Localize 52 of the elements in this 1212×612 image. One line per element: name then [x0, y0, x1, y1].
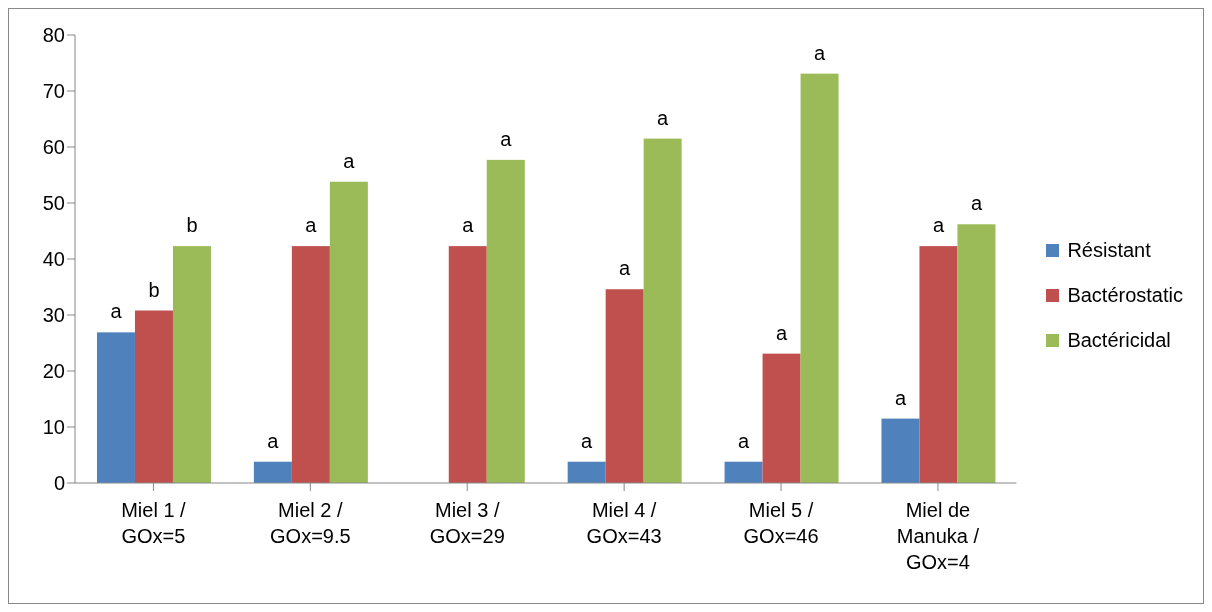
y-tick-label: 50 [42, 192, 65, 215]
y-tick-label: 20 [42, 360, 65, 383]
legend-label: Bactéricidal [1067, 328, 1171, 352]
y-tick-label: 40 [42, 248, 65, 271]
bar [448, 246, 487, 483]
y-tick-label: 60 [42, 136, 65, 159]
x-tick-label: Miel 4 / GOx=43 [586, 499, 662, 547]
bar [762, 353, 801, 483]
bar [253, 461, 292, 483]
data-label: a [738, 429, 750, 452]
y-tick-label: 10 [42, 416, 65, 439]
y-tick-label: 70 [42, 80, 65, 103]
bar [800, 73, 839, 483]
x-tick-label: Miel 1 / GOx=5 [121, 499, 187, 547]
data-label: a [500, 127, 513, 150]
data-label: b [186, 214, 198, 237]
data-label: a [657, 106, 670, 129]
data-label: a [814, 41, 826, 64]
data-label: a [305, 214, 318, 237]
bar [919, 246, 958, 483]
bar [172, 246, 211, 483]
data-label: a [970, 192, 983, 215]
data-label: a [894, 386, 907, 409]
bar [134, 310, 173, 483]
bar [881, 418, 920, 483]
bar [957, 224, 996, 483]
data-label: b [148, 278, 160, 301]
x-tick-label: Miel 3 / GOx=29 [429, 499, 505, 547]
y-tick-label: 0 [53, 472, 65, 495]
y-tick-label: 80 [42, 24, 65, 47]
bar [567, 461, 606, 483]
y-tick-label: 30 [42, 304, 65, 327]
bar [724, 461, 763, 483]
bar [96, 332, 135, 483]
data-label: a [932, 214, 945, 237]
data-label: a [267, 429, 280, 452]
bar [486, 159, 525, 483]
bar [291, 246, 330, 483]
legend-label: Bactérostatic [1067, 283, 1183, 307]
legend-label: Résistant [1067, 238, 1151, 262]
data-label: a [110, 300, 123, 323]
data-label: a [343, 149, 356, 172]
bar [329, 181, 368, 483]
data-label: a [581, 429, 594, 452]
bar [605, 289, 644, 483]
data-label: a [619, 257, 632, 280]
bar [643, 138, 682, 483]
data-label: a [462, 214, 475, 237]
x-tick-label: Miel de Manuka / GOx=4 [896, 499, 980, 573]
x-tick-label: Miel 2 / GOx=9.5 [270, 499, 351, 547]
data-label: a [776, 321, 788, 344]
x-tick-label: Miel 5 / GOx=46 [743, 499, 819, 547]
